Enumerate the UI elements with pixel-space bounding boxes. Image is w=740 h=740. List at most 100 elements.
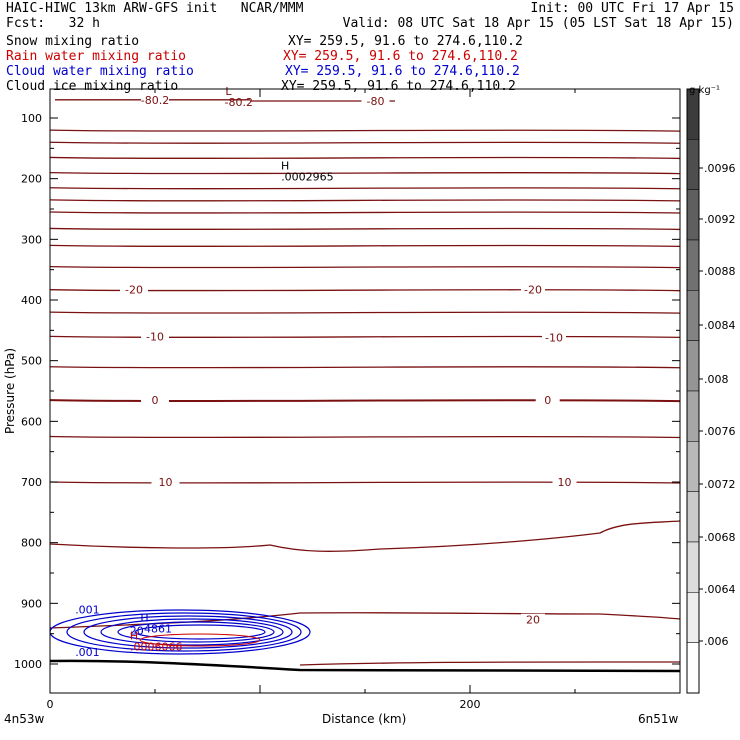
contour-label-bg (151, 476, 180, 489)
colorbar-swatch (686, 139, 700, 190)
y-tick-label: 1000 (14, 658, 42, 671)
colorbar-tick-label: .0076 (704, 425, 736, 438)
colorbar-swatch (686, 592, 700, 643)
temperature-contour (49, 227, 681, 231)
x-start-label: 4n53w (4, 712, 45, 726)
colorbar-tick-label: .0096 (704, 162, 736, 175)
contour-label: 0 (544, 394, 551, 407)
contour-label-bg (552, 476, 577, 489)
field-xy-cloud-ice: XY= 259.5, 91.6 to 274.6,110.2 (281, 79, 516, 94)
colorbar-tick-label: .0084 (704, 319, 736, 332)
colorbar-tick-label: .0072 (704, 478, 736, 491)
rain-water-contour (139, 633, 261, 647)
terrain-line (49, 659, 681, 673)
colorbar-tick-label: .0092 (704, 213, 736, 226)
temperature-contour (49, 520, 681, 552)
contour-label-bg (521, 283, 545, 297)
colorbar-tick-label: .0064 (704, 583, 736, 596)
colorbar-tick-label: .0088 (704, 265, 736, 278)
contour-label: 20 (526, 614, 540, 627)
extremum-value: .0006066 (130, 641, 183, 654)
y-tick-label: 500 (21, 355, 42, 368)
temperature-contour (49, 481, 681, 484)
extremum-marker: L (225, 85, 232, 98)
contour-label: -20 (125, 284, 143, 297)
field-label-rain: Rain water mixing ratio (6, 49, 187, 64)
colorbar-frame (686, 88, 700, 694)
contour-label-bg (141, 93, 169, 107)
colorbar-swatch (686, 340, 700, 392)
contour-label: -10 (146, 330, 164, 343)
y-tick-label: 200 (21, 173, 42, 186)
temperature-contour (49, 335, 681, 339)
contour-label: 0 (152, 394, 159, 407)
temperature-contour (49, 399, 681, 403)
model-title: HAIC-HIWC 13km ARW-GFS init NCAR/MMM (6, 1, 304, 16)
colorbar-swatch (686, 390, 700, 442)
colorbar-swatch (686, 189, 700, 241)
x-end-label: 6n51w (638, 712, 679, 726)
init-time: Init: 00 UTC Fri 17 Apr 15 (530, 1, 735, 16)
temperature-contour (49, 141, 681, 144)
cloud-water-contour (100, 618, 284, 646)
y-tick-label: 100 (21, 112, 42, 125)
cloud-water-contour (117, 621, 275, 643)
extremum-value: .4861 (141, 623, 173, 636)
extremum-value: .0002965 (281, 171, 334, 184)
extremum-marker: H (281, 160, 289, 173)
y-tick-label: 800 (21, 537, 42, 550)
y-axis-title: Pressure (hPa) (3, 348, 17, 434)
y-tick-label: 400 (21, 294, 42, 307)
temperature-contour (299, 661, 680, 666)
colorbar-swatch (686, 491, 700, 543)
x-tick-label: 0 (47, 698, 54, 711)
cloud-water-contour (66, 612, 302, 652)
cloud-water-label: .001 (75, 646, 100, 659)
temperature-contour (49, 311, 681, 314)
y-tick-label: 600 (21, 415, 42, 428)
cloud-water-label: .001 (75, 603, 100, 616)
contour-label-bg (141, 330, 169, 344)
colorbar: .0096 .0092 .0088 .0084 .008 .0076 .0072 .0068.… (686, 88, 736, 694)
contour-label: -80.2 (141, 94, 169, 107)
extremum-marker: H (140, 612, 148, 625)
contour-label: 10 (159, 476, 173, 489)
plot-frame (49, 88, 681, 694)
colorbar-swatch (686, 441, 700, 492)
colorbar-swatch (686, 642, 700, 694)
forecast-hour: Fcst: 32 h (6, 16, 100, 31)
colorbar-tick-label: .0068 (704, 531, 736, 544)
contour-label-bg (361, 95, 390, 109)
contour-label: -20 (524, 284, 542, 297)
colorbar-swatch (686, 239, 700, 291)
temperature-contour (49, 265, 681, 269)
field-label-cloud-water: Cloud water mixing ratio (6, 64, 194, 79)
y-tick-label: 700 (21, 476, 42, 489)
cloud-water-contour (134, 624, 266, 640)
colorbar-tick-label: .006 (704, 635, 729, 648)
contour-label: -80 (367, 95, 385, 108)
contour-label-bg (521, 613, 545, 627)
extremum-value: -80.2 (225, 96, 253, 109)
contour-label-bg (120, 283, 148, 297)
field-label-snow: Snow mixing ratio (6, 34, 140, 49)
temperature-contour (49, 171, 681, 175)
contour-label-bg (535, 394, 560, 408)
x-tick-label: 200 (460, 698, 481, 711)
contour-label-bg (542, 331, 566, 345)
contour-label: 10 (558, 476, 572, 489)
temperature-contour (49, 187, 681, 190)
field-label-cloud-ice: Cloud ice mixing ratio (6, 79, 179, 94)
temperature-contour (49, 156, 681, 160)
colorbar-tick-label: .008 (704, 373, 729, 386)
cloud-water-label: 20 (130, 625, 144, 638)
temperature-contour (49, 435, 681, 439)
field-xy-rain: XY= 259.5, 91.6 to 274.6,110.2 (283, 49, 518, 64)
temperature-contour (49, 199, 681, 202)
x-axis-title: Distance (km) (322, 712, 407, 726)
colorbar-swatch (686, 290, 700, 341)
y-tick-label: 900 (21, 597, 42, 610)
